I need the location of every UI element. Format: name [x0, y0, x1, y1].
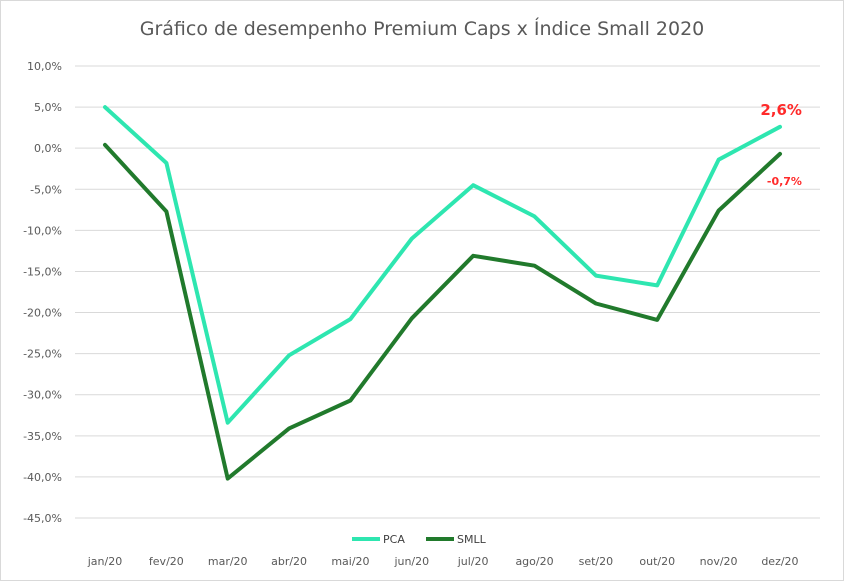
x-tick-label: dez/20: [761, 555, 798, 568]
y-tick-label: 5,0%: [34, 101, 62, 114]
data-point-smll: [226, 477, 230, 481]
data-point-pca: [655, 283, 659, 287]
data-point-smll: [533, 264, 537, 268]
data-point-smll: [655, 318, 659, 322]
data-point-smll: [103, 143, 107, 147]
data-point-smll: [164, 209, 168, 213]
data-point-pca: [287, 353, 291, 357]
x-tick-label: ago/20: [515, 555, 553, 568]
data-point-pca: [594, 274, 598, 278]
data-point-pca: [226, 421, 230, 425]
legend: PCA SMLL: [352, 533, 487, 546]
y-tick-label: 10,0%: [27, 60, 62, 73]
x-tick-label: nov/20: [700, 555, 738, 568]
series-line-smll: [103, 142, 782, 481]
y-tick-label: -35,0%: [23, 430, 62, 443]
y-tick-label: -40,0%: [23, 471, 62, 484]
y-tick-label: -5,0%: [30, 183, 62, 196]
x-tick-label: fev/20: [149, 555, 184, 568]
data-point-pca: [164, 161, 168, 165]
x-tick-label: set/20: [579, 555, 614, 568]
series-lines: [103, 105, 782, 481]
data-point-pca: [533, 214, 537, 218]
y-tick-label: -10,0%: [23, 224, 62, 237]
y-tick-label: -25,0%: [23, 348, 62, 361]
pca-end-value-label: 2,6%: [760, 101, 802, 119]
x-axis-ticks: jan/20 fev/20 mar/20 abr/20 mai/20 jun/20 jul/…: [87, 555, 799, 568]
x-tick-label: out/20: [639, 555, 675, 568]
y-tick-label: -15,0%: [23, 265, 62, 278]
data-point-pca: [471, 183, 475, 187]
y-tick-label: 0,0%: [34, 142, 62, 155]
y-tick-label: -30,0%: [23, 389, 62, 402]
data-point-pca: [348, 317, 352, 321]
series-line-pca: [103, 105, 782, 425]
y-tick-label: -20,0%: [23, 307, 62, 320]
x-tick-label: jul/20: [457, 555, 489, 568]
x-tick-label: jun/20: [393, 555, 429, 568]
gridlines: [75, 65, 820, 519]
x-tick-label: mar/20: [208, 555, 248, 568]
data-point-smll: [410, 316, 414, 320]
chart-title: Gráfico de desempenho Premium Caps x Índ…: [139, 18, 705, 40]
end-labels: 2,6% -0,7%: [760, 101, 802, 188]
legend-label-smll: SMLL: [457, 533, 487, 546]
y-axis-ticks: 10,0% 5,0% 0,0% -5,0% -10,0% -15,0% -20,0% -25,…: [23, 60, 62, 525]
x-tick-label: jan/20: [87, 555, 122, 568]
data-point-pca: [410, 237, 414, 241]
legend-label-pca: PCA: [383, 533, 405, 546]
x-tick-label: abr/20: [271, 555, 307, 568]
smll-end-value-label: -0,7%: [767, 175, 802, 188]
data-point-smll: [594, 302, 598, 306]
data-point-smll: [287, 426, 291, 430]
data-point-pca: [717, 158, 721, 162]
y-tick-label: -45,0%: [23, 512, 62, 525]
data-point-smll: [778, 152, 782, 156]
data-point-smll: [348, 398, 352, 402]
data-point-pca: [778, 125, 782, 129]
data-point-smll: [471, 254, 475, 258]
data-point-pca: [103, 105, 107, 109]
x-tick-label: mai/20: [331, 555, 369, 568]
data-point-smll: [717, 209, 721, 213]
